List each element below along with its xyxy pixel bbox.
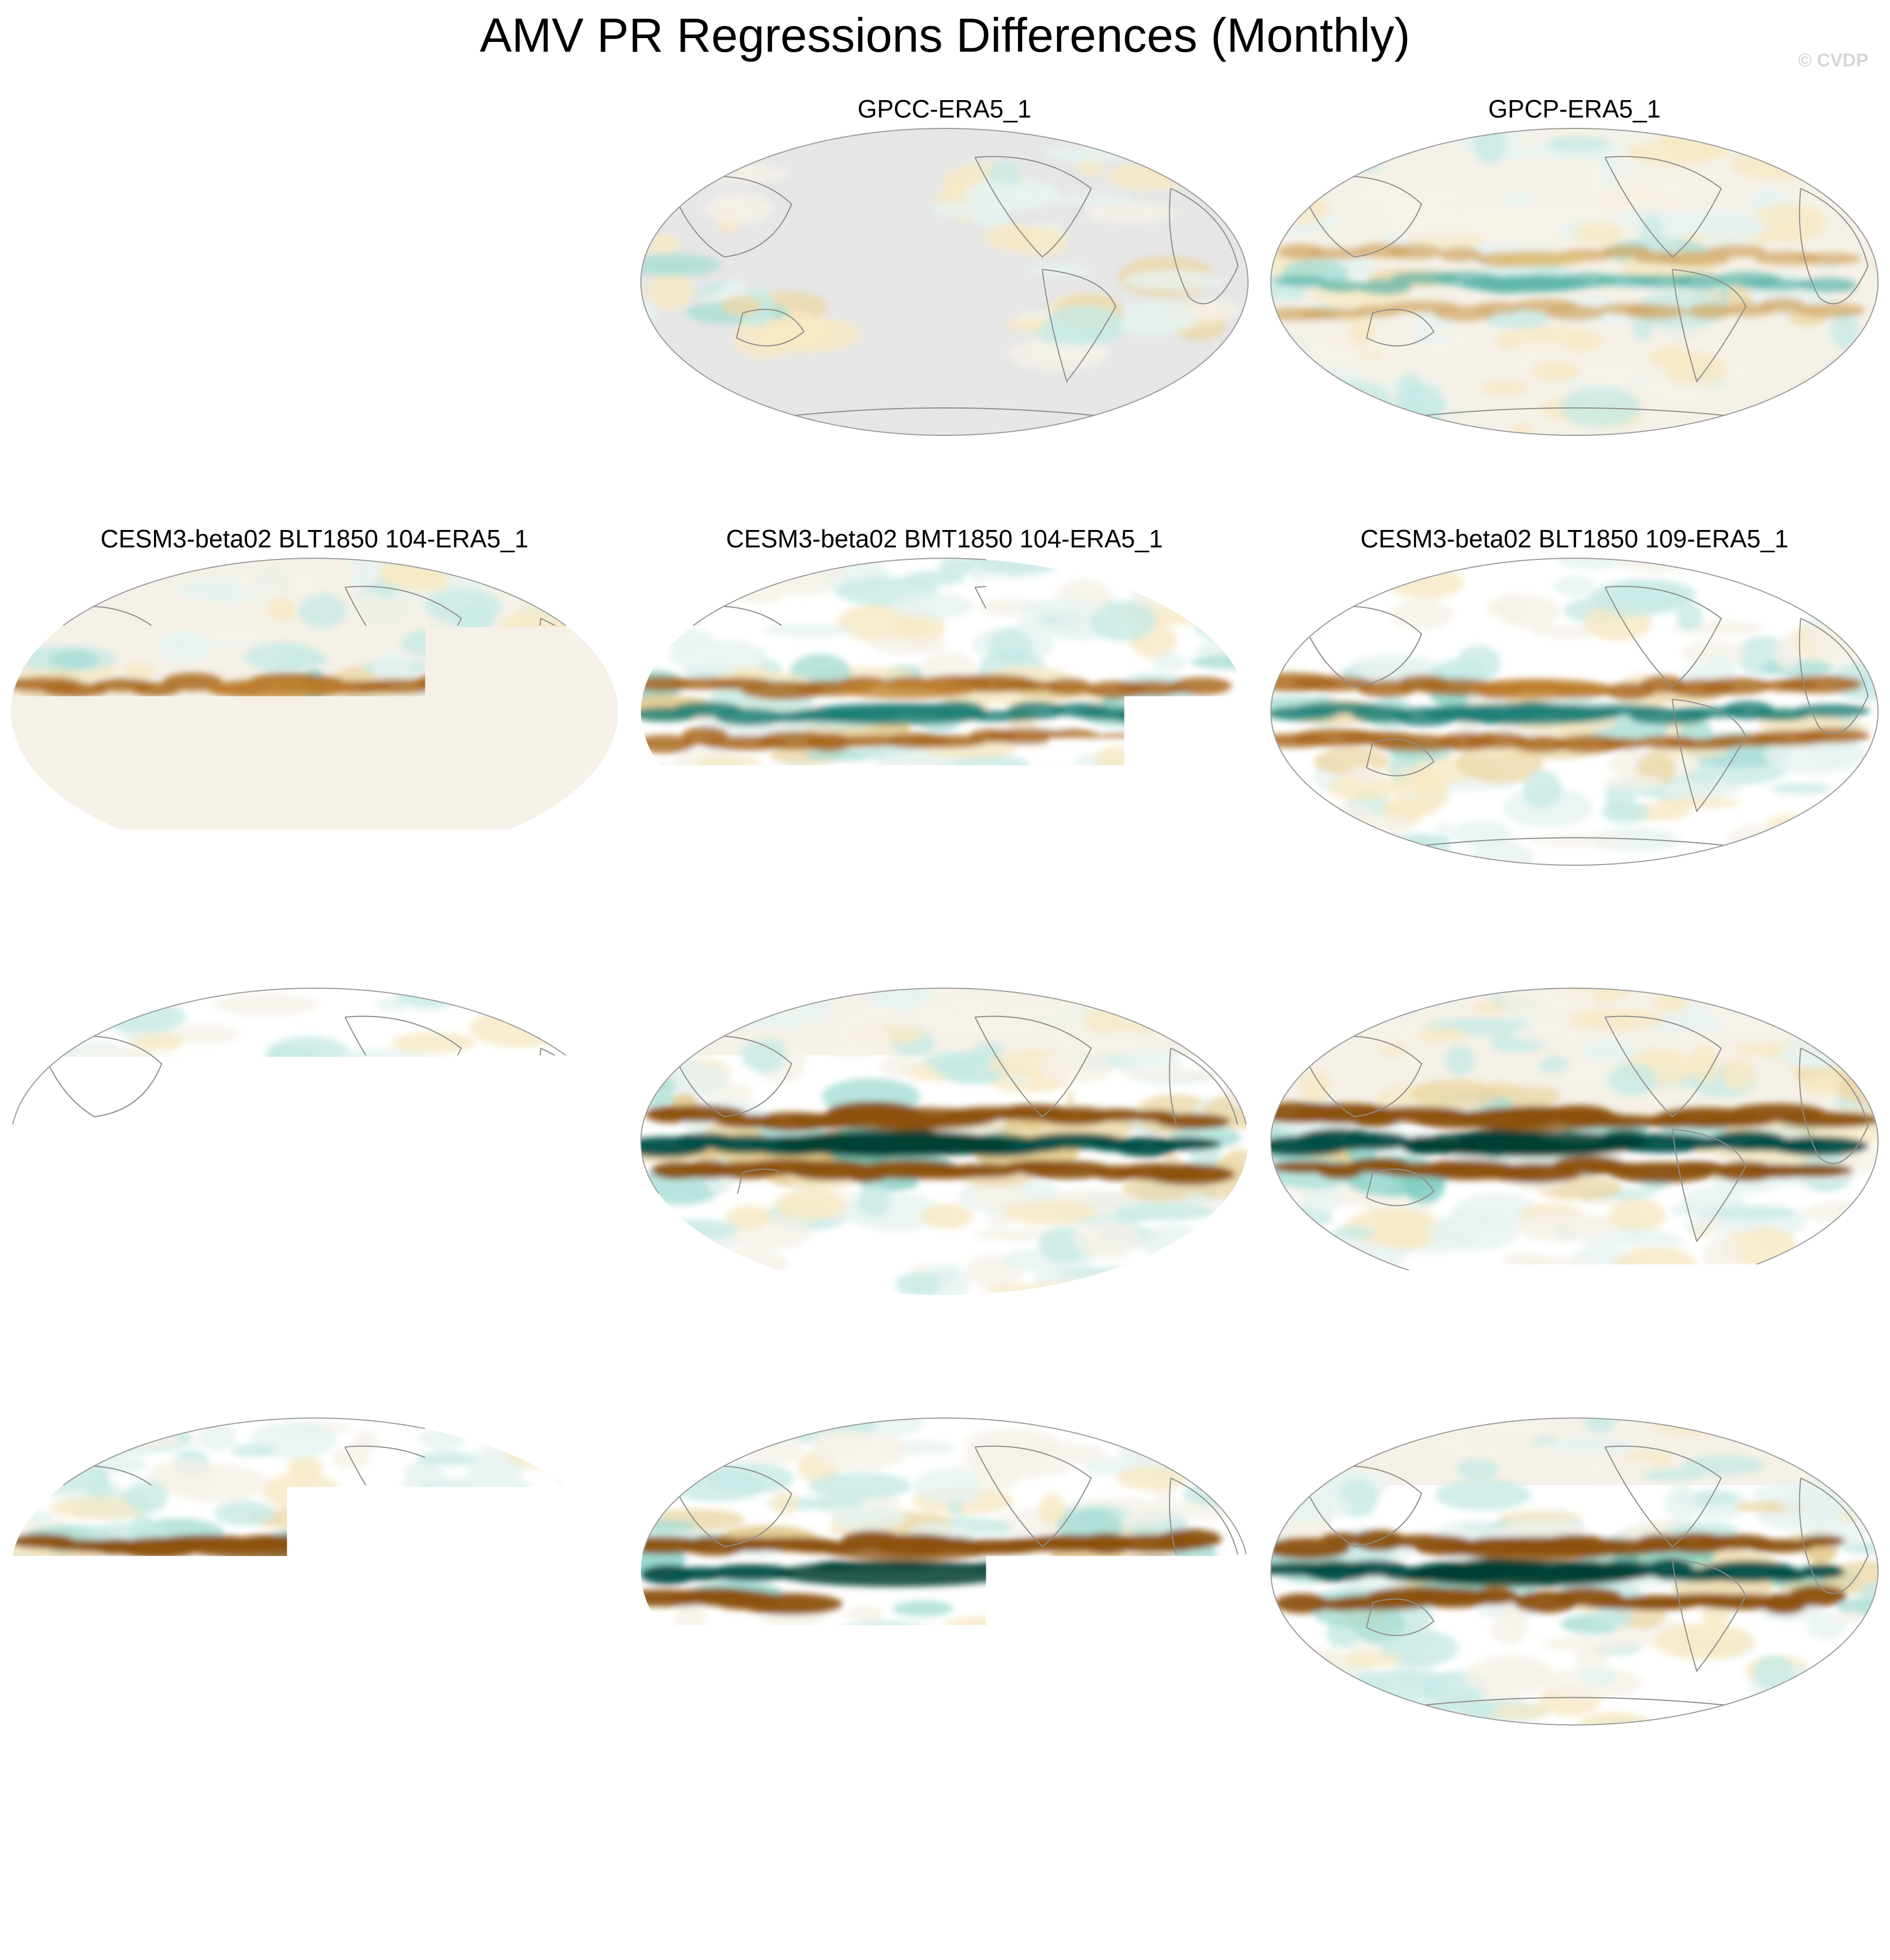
- panel-title: CESM3-beta02 BLT1850 104-ERA5_1: [4, 522, 625, 555]
- map-panel: CESM2 piControl B-ERA5_1: [634, 1382, 1255, 1812]
- map-panel: CESM2 piControl D-ERA5_1: [1264, 952, 1885, 1382]
- colorbar-swatch: [682, 1839, 748, 1867]
- figure-title: AMV PR Regressions Differences (Monthly): [0, 5, 1890, 65]
- colorbar-swatch: [1143, 1839, 1209, 1867]
- robinson-map: [639, 986, 1250, 1297]
- colorbar-swatch: [946, 1839, 1011, 1867]
- colorbar-swatch: [418, 1839, 484, 1867]
- robinson-map: [639, 126, 1250, 437]
- colorbar-swatch: [287, 1839, 353, 1867]
- map-panel: CESM2 piControl A-ERA5_1: [1264, 1382, 1885, 1812]
- colorbar-swatch: [880, 1839, 946, 1867]
- colorbar-swatch: [748, 1839, 814, 1867]
- map-panel: CESM2 piControl C-ERA5_1: [4, 1382, 625, 1812]
- colorbar-swatch: [814, 1839, 880, 1867]
- colorbar-swatch: [1209, 1839, 1275, 1867]
- colorbar-swatch: [1275, 1839, 1341, 1867]
- robinson-map: [9, 556, 620, 867]
- robinson-map: [639, 1416, 1250, 1727]
- robinson-map: [1269, 126, 1880, 437]
- colorbar: -4 -2 -0.75 -0.25 0 0.25 0.75 2 4 mm/day: [286, 1838, 1605, 1947]
- colorbar-swatch: [1407, 1839, 1473, 1867]
- map-panel: CESM2 piControl F-ERA5_1: [4, 952, 625, 1382]
- panel-title: GPCP-ERA5_1: [1264, 93, 1885, 125]
- colorbar-swatch: [1011, 1839, 1077, 1867]
- robinson-map: [1269, 986, 1880, 1297]
- colorbar-swatches: [286, 1838, 1605, 1869]
- panel-title: CESM2 piControl C-ERA5_1: [4, 1382, 625, 1415]
- colorbar-swatch: [1077, 1839, 1143, 1867]
- panel-title: CESM3-beta02 BLT1850 109-ERA5_1: [1264, 522, 1885, 555]
- robinson-map: [9, 986, 620, 1297]
- panel-title: GPCC-ERA5_1: [634, 93, 1255, 125]
- robinson-map: [1269, 556, 1880, 867]
- panel-title: CESM2 piControl D-ERA5_1: [1264, 952, 1885, 985]
- colorbar-swatch: [1341, 1839, 1407, 1867]
- cvdp-watermark: © CVDP: [1798, 50, 1868, 71]
- colorbar-swatch: [1539, 1839, 1604, 1867]
- robinson-map: [9, 1416, 620, 1727]
- robinson-map: [639, 556, 1250, 867]
- panel-title: CESM2 piControl F-ERA5_1: [4, 952, 625, 985]
- colorbar-swatch: [353, 1839, 418, 1867]
- colorbar-swatch: [1473, 1839, 1539, 1867]
- map-panel: GPCC-ERA5_1: [634, 93, 1255, 522]
- map-panel: GPCP-ERA5_1: [1264, 93, 1885, 522]
- panel-title: CESM2 piControl B-ERA5_1: [634, 1382, 1255, 1415]
- colorbar-swatch: [616, 1839, 682, 1867]
- panel-title: CESM2 piControl E-ERA5_1: [634, 952, 1255, 985]
- map-panel: CESM3-beta02 BLT1850 104-ERA5_1: [4, 522, 625, 952]
- colorbar-units: mm/day: [286, 1908, 1605, 1951]
- colorbar-swatch: [550, 1839, 616, 1867]
- map-panel: CESM2 piControl E-ERA5_1: [634, 952, 1255, 1382]
- map-panel: CESM3-beta02 BMT1850 104-ERA5_1: [634, 522, 1255, 952]
- panel-title: CESM3-beta02 BMT1850 104-ERA5_1: [634, 522, 1255, 555]
- colorbar-swatch: [484, 1839, 550, 1867]
- panel-title: CESM2 piControl A-ERA5_1: [1264, 1382, 1885, 1415]
- robinson-map: [1269, 1416, 1880, 1727]
- map-panel: CESM3-beta02 BLT1850 109-ERA5_1: [1264, 522, 1885, 952]
